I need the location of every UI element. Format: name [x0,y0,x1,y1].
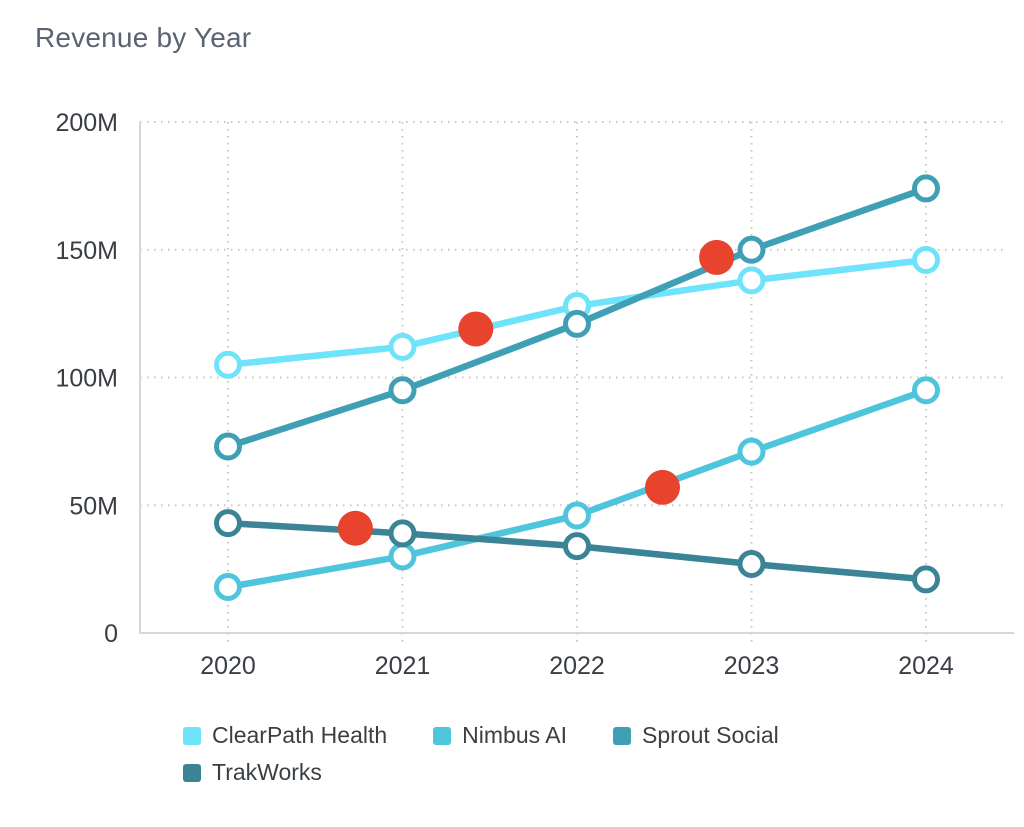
y-axis-tick-label-200M: 200M [55,109,118,137]
data-point-marker-nimbus-ai-2021 [388,542,417,571]
legend-swatch-trakworks [183,763,201,782]
legend-label-nimbus-ai: Nimbus AI [462,722,567,748]
annotation-dot-3[interactable] [645,469,681,505]
annotation-dot-4[interactable] [699,239,735,275]
chart-legend: ClearPath Health Nimbus AI Sprout Social Tr… [183,722,907,786]
data-point-marker-trakworks-2024 [912,565,940,594]
data-point-marker-nimbus-ai-2022 [563,501,591,530]
data-point-marker-sprout-social-2022 [563,309,591,338]
data-point-marker-clearpath-health-2023 [737,266,766,295]
data-point-marker-trakworks-2021 [388,519,417,548]
x-axis-tick-label-2021: 2021 [375,652,431,680]
legend-swatch-nimbus-ai [433,726,452,745]
data-point-marker-trakworks-2022 [563,532,591,561]
data-point-marker-sprout-social-2021 [388,376,417,405]
legend-swatch-clearpath-health [183,726,201,745]
annotation-dot-1[interactable] [337,510,373,546]
legend-label-clearpath-health: ClearPath Health [212,722,388,748]
data-point-marker-nimbus-ai-2024 [912,376,940,405]
data-point-marker-sprout-social-2020 [214,432,242,461]
data-point-marker-clearpath-health-2024 [912,245,940,274]
legend-item-trakworks[interactable]: TrakWorks [183,759,322,786]
data-point-marker-sprout-social-2024 [912,174,940,203]
data-point-marker-trakworks-2020 [214,509,242,538]
legend-label-sprout-social: Sprout Social [641,722,779,748]
x-axis-tick-label-2022: 2022 [549,652,605,680]
x-axis-tick-label-2024: 2024 [898,652,954,680]
data-point-marker-clearpath-health-2020 [214,350,242,379]
x-axis-tick-label-2023: 2023 [724,652,780,680]
data-point-marker-trakworks-2023 [737,550,766,579]
line-chart: 0 50M 100M 150M 200M 2020 2021 2022 2023 2024 [55,109,1014,680]
y-axis-tick-label-50M: 50M [69,492,118,520]
x-axis-tick-label-2020: 2020 [200,652,256,680]
legend-item-clearpath-health[interactable]: ClearPath Health [183,722,387,749]
legend-item-sprout-social[interactable]: Sprout Social [612,722,779,749]
y-axis-tick-label-0: 0 [104,620,118,648]
annotation-dot-2[interactable] [458,311,494,347]
y-axis-tick-label-100M: 100M [55,365,118,393]
chart-title: Revenue by Year [35,22,252,53]
legend-label-trakworks: TrakWorks [212,759,322,785]
legend-item-nimbus-ai[interactable]: Nimbus AI [433,722,567,749]
data-point-marker-clearpath-health-2021 [388,332,417,361]
legend-swatch-sprout-social [612,726,631,745]
data-point-marker-nimbus-ai-2023 [737,437,766,466]
y-axis-tick-label-150M: 150M [55,237,118,265]
data-point-marker-sprout-social-2023 [737,235,766,264]
data-point-marker-nimbus-ai-2020 [214,573,242,602]
